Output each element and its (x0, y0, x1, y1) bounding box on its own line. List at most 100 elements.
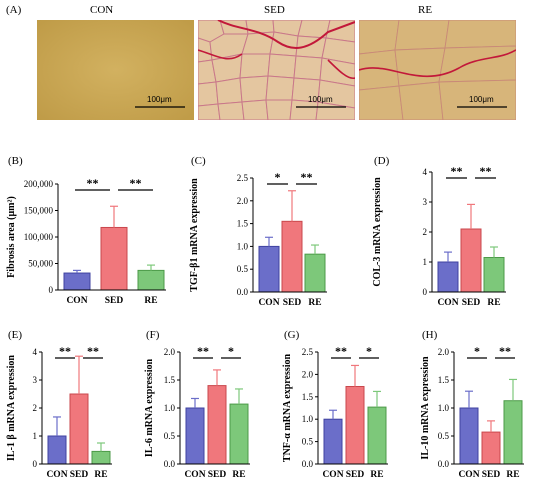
y-tick-label-E: 4 (33, 347, 38, 357)
category-label-F: CON (184, 470, 205, 480)
category-label-D: SED (462, 298, 481, 308)
chart-panel-b: (B) 0 50,000 100,000 150,000 200,000 Fibrosis … (0, 148, 180, 318)
chart-panel-e: (E) 0 1 2 3 4 IL-1 β mRNA expression CON SED RE **… (0, 322, 138, 494)
panel-label-B: (B) (8, 155, 23, 167)
scale-label-sed: 100μm (308, 95, 333, 104)
y-tick-label-D: 2 (423, 227, 428, 237)
category-label-G: SED (346, 470, 365, 480)
category-label-G: RE (370, 470, 383, 480)
y-tick-label-C: 2.0 (237, 196, 249, 206)
micrograph-sed: 100μm (198, 20, 355, 120)
bar-C-re (304, 253, 326, 293)
micrograph-con: 100μm (37, 20, 194, 120)
y-tick-label-B: 50,000 (28, 259, 53, 269)
y-tick-label-H: 2.0 (438, 347, 450, 357)
significance-marker-D: ** (480, 164, 492, 178)
category-label-G: CON (322, 470, 343, 480)
y-axis-label-C: TGF-β1 mRNA expression (189, 178, 200, 292)
bar-C-con (258, 245, 280, 293)
y-tick-label-F: 0.0 (164, 459, 176, 469)
y-tick-label-G: 1.5 (302, 392, 314, 402)
y-tick-label-F: 0.5 (164, 431, 176, 441)
y-tick-label-G: 1.0 (302, 414, 314, 424)
bar-E-re (91, 450, 111, 465)
bar-F-re (229, 403, 249, 465)
bar-G-sed (345, 385, 365, 465)
significance-marker-G: * (366, 344, 372, 358)
y-tick-label-C: 1.0 (237, 241, 249, 251)
chart-G-svg: (G) 0.0 0.5 1.0 1.5 2.0 2.5 TNF-α mRNA expressi… (282, 329, 388, 480)
y-tick-label-F: 2.0 (164, 347, 176, 357)
bar-G-con (323, 418, 343, 465)
bar-B-re (137, 269, 165, 291)
chart-C-svg: (C) 0.0 0.5 1.0 1.5 2.0 2.5 TGF-β1 mRNA express… (189, 155, 327, 308)
category-label-H: SED (482, 470, 501, 480)
image-title-re: RE (418, 4, 433, 16)
y-tick-label-G: 2.5 (302, 347, 314, 357)
y-axis-label-B: Fibrosis area (μm²) (6, 196, 17, 278)
y-tick-label-B: 100,000 (24, 232, 54, 242)
chart-F-svg: (F) 0.0 0.5 1.0 1.5 2.0 IL-6 mRNA expression CO… (144, 329, 250, 480)
bar-H-sed (481, 431, 501, 465)
significance-marker-F: * (228, 344, 234, 358)
y-tick-label-F: 1.5 (164, 375, 176, 385)
y-axis-label-E: IL-1 β mRNA expression (6, 355, 17, 461)
bar-D-sed (460, 228, 482, 293)
bar-B-con (63, 272, 91, 291)
y-tick-label-E: 3 (33, 375, 38, 385)
chart-D-svg: (D) 0 1 2 3 4 COL-3 mRNA expression CON SED RE ** *… (372, 155, 506, 308)
y-tick-label-F: 1.0 (164, 403, 176, 413)
category-label-C: SED (283, 298, 302, 308)
y-tick-label-B: 150,000 (24, 206, 54, 216)
category-label-F: RE (232, 470, 245, 480)
chart-panel-h: (H) 0.0 0.5 1.0 1.5 2.0 IL-10 mRNA expression C… (414, 322, 550, 494)
chart-panel-f: (F) 0.0 0.5 1.0 1.5 2.0 IL-6 mRNA expression CO… (138, 322, 276, 494)
bar-F-con (185, 407, 205, 465)
scale-label-re: 100μm (469, 95, 494, 104)
chart-panel-g: (G) 0.0 0.5 1.0 1.5 2.0 2.5 TNF-α mRNA expressi… (276, 322, 414, 494)
bar-F-sed (207, 385, 227, 465)
significance-marker-C: ** (301, 170, 313, 184)
panel-label-E: (E) (8, 329, 22, 341)
y-tick-label-G: 0.0 (302, 459, 314, 469)
bar-G-re (367, 406, 387, 465)
panel-label-G: (G) (284, 329, 300, 341)
micrograph-sed-texture (198, 20, 355, 120)
y-axis-label-G: TNF-α mRNA expression (282, 353, 293, 462)
bar-D-con (437, 261, 459, 293)
panel-label-C: (C) (191, 155, 206, 167)
category-label-B: RE (144, 296, 157, 306)
image-title-sed: SED (264, 4, 285, 16)
significance-marker-E: ** (87, 344, 99, 358)
micrograph-con-texture (37, 20, 194, 120)
y-tick-label-D: 4 (423, 167, 428, 177)
bar-D-re (483, 257, 505, 293)
significance-marker-B: ** (87, 176, 99, 190)
category-label-H: RE (506, 470, 519, 480)
scale-label-con: 100μm (147, 95, 172, 104)
significance-marker-H: * (474, 344, 480, 358)
y-tick-label-E: 0 (33, 459, 38, 469)
y-tick-label-D: 0 (423, 287, 428, 297)
bar-H-re (503, 400, 523, 465)
significance-marker-B: ** (130, 176, 142, 190)
y-tick-label-B: 200,000 (24, 179, 54, 189)
bar-B-sed (100, 226, 128, 291)
y-axis-label-D: COL-3 mRNA expression (372, 177, 383, 287)
y-tick-label-E: 2 (33, 403, 38, 413)
category-label-C: RE (308, 298, 321, 308)
category-label-H: CON (458, 470, 479, 480)
chart-panel-d: (D) 0 1 2 3 4 COL-3 mRNA expression CON SED RE ** *… (366, 148, 550, 318)
significance-marker-D: ** (451, 164, 463, 178)
panel-a-label: (A) (6, 4, 22, 16)
chart-panel-c: (C) 0.0 0.5 1.0 1.5 2.0 2.5 TGF-β1 mRNA express… (183, 148, 363, 318)
y-tick-label-G: 2.0 (302, 369, 314, 379)
y-tick-label-H: 0.0 (438, 459, 450, 469)
category-label-E: SED (70, 470, 89, 480)
y-tick-label-B: 0 (49, 285, 54, 295)
significance-marker-C: * (275, 170, 281, 184)
y-tick-label-C: 2.5 (237, 173, 249, 183)
category-label-E: CON (46, 470, 67, 480)
y-tick-label-H: 1.0 (438, 403, 450, 413)
y-tick-label-H: 0.5 (438, 431, 450, 441)
